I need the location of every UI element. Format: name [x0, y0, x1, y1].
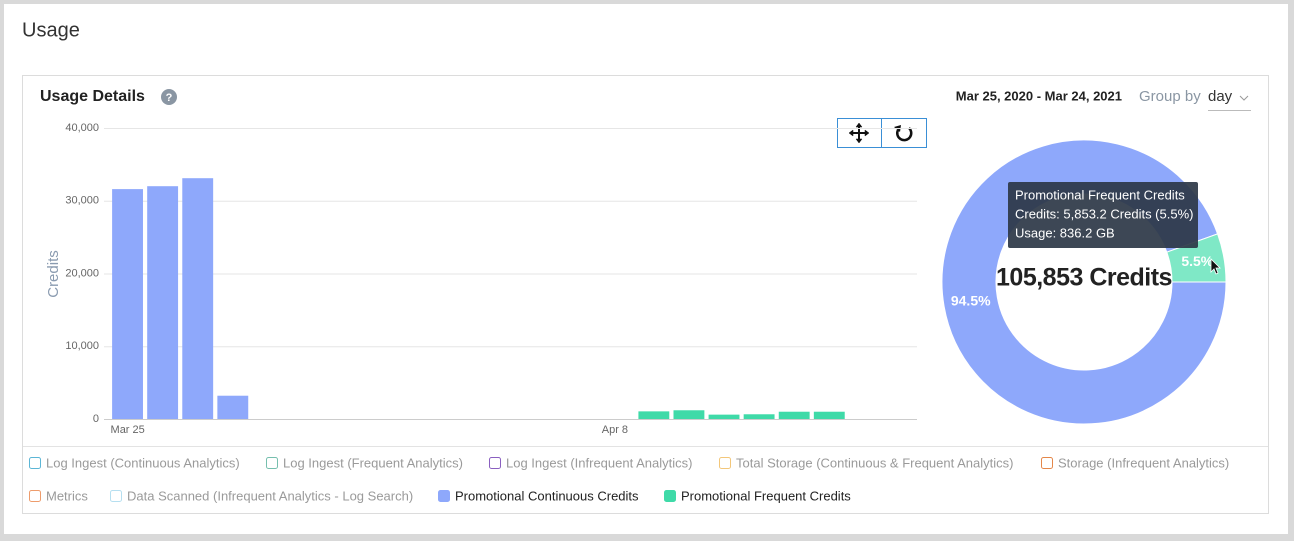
tooltip-line: Usage: 836.2 GB: [1015, 225, 1115, 240]
pan-button[interactable]: [848, 122, 870, 144]
legend-item[interactable]: Data Scanned (Infrequent Analytics - Log…: [110, 488, 414, 503]
legend-swatch: [489, 457, 501, 469]
bar: [778, 411, 810, 419]
bar: [147, 186, 179, 419]
legend-label: Promotional Continuous Credits: [455, 488, 639, 503]
y-axis-title: Credits: [45, 250, 62, 298]
y-tick-label: 40,000: [65, 122, 99, 134]
legend-label: Log Ingest (Infrequent Analytics): [506, 455, 692, 470]
legend-label: Data Scanned (Infrequent Analytics - Log…: [127, 488, 413, 503]
legend-item[interactable]: Log Ingest (Frequent Analytics): [266, 455, 463, 470]
panel-title: Usage Details: [40, 88, 145, 105]
legend-swatch: [266, 457, 278, 469]
legend-swatch: [719, 457, 731, 469]
bar: [813, 411, 845, 419]
legend-label: Storage (Infrequent Analytics): [1058, 455, 1229, 470]
x-tick-label: Apr 8: [602, 424, 628, 436]
legend-label: Metrics: [46, 488, 88, 503]
legend-swatch: [438, 490, 450, 502]
bar: [673, 410, 705, 419]
mouse-cursor: [1210, 258, 1221, 275]
dropdown-caret: [1239, 95, 1249, 101]
legend-label: Log Ingest (Continuous Analytics): [46, 455, 240, 470]
y-tick-label: 30,000: [65, 195, 99, 207]
legend-item[interactable]: Storage (Infrequent Analytics): [1041, 455, 1230, 470]
y-tick-label: 20,000: [65, 267, 99, 279]
y-tick-label: 0: [93, 413, 99, 425]
help-icon[interactable]: [161, 89, 177, 105]
group-by-label: Group by: [1139, 88, 1201, 105]
legend-item[interactable]: Promotional Frequent Credits: [664, 488, 852, 503]
legend-item[interactable]: Log Ingest (Infrequent Analytics): [489, 455, 693, 470]
help-icon-text: ?: [166, 92, 173, 104]
legend-label: Promotional Frequent Credits: [681, 488, 851, 503]
x-tick-label: Mar 25: [111, 424, 145, 436]
legend-swatch: [29, 457, 41, 469]
slice-label: 5.5%: [1181, 253, 1213, 269]
legend-swatch: [664, 490, 676, 502]
legend-swatch: [1041, 457, 1053, 469]
tooltip: Promotional Frequent Credits Credits: 5,8…: [1008, 182, 1198, 248]
donut-center-label: 105,853 Credits: [996, 264, 1172, 292]
legend-swatch: [110, 490, 122, 502]
legend-item[interactable]: Log Ingest (Continuous Analytics): [29, 455, 240, 470]
tooltip-line: Credits: 5,853.2 Credits (5.5%): [1015, 206, 1193, 221]
legend-item[interactable]: Metrics: [29, 488, 89, 503]
bar: [217, 395, 249, 419]
bar: [112, 189, 143, 419]
y-tick-label: 10,000: [65, 340, 99, 352]
tooltip-box: [1008, 182, 1198, 248]
legend-label: Total Storage (Continuous & Frequent Ana…: [736, 455, 1013, 470]
bar: [743, 414, 775, 419]
page-title: Usage: [22, 19, 80, 41]
tooltip-title: Promotional Frequent Credits: [1015, 187, 1185, 202]
bar: [638, 411, 670, 419]
legend-item[interactable]: Promotional Continuous Credits: [438, 488, 640, 503]
legend-label: Log Ingest (Frequent Analytics): [283, 455, 463, 470]
date-range[interactable]: Mar 25, 2020 - Mar 24, 2021: [956, 88, 1122, 103]
legend-item[interactable]: Total Storage (Continuous & Frequent Ana…: [719, 455, 1014, 470]
bar: [708, 414, 740, 419]
legend-swatch: [29, 490, 41, 502]
bar: [182, 178, 214, 419]
slice-label: 94.5%: [951, 292, 991, 308]
toolbar: [837, 118, 927, 148]
group-by-value[interactable]: day: [1208, 88, 1233, 105]
